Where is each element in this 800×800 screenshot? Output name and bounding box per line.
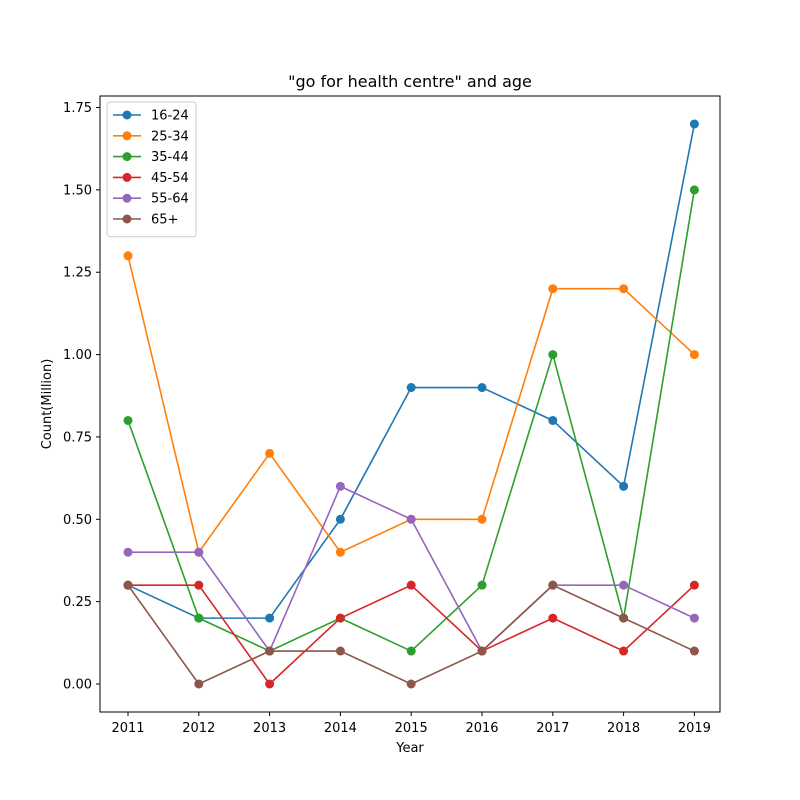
data-point	[335, 547, 345, 557]
data-point	[406, 383, 416, 393]
data-point	[689, 580, 699, 590]
legend-label: 55-64	[151, 192, 189, 207]
data-point	[689, 119, 699, 129]
data-point	[123, 580, 133, 590]
chart-title: "go for health centre" and age	[288, 72, 532, 91]
data-point	[406, 679, 416, 689]
y-tick-label: 1.75	[63, 101, 92, 116]
data-point	[406, 580, 416, 590]
legend-label: 16-24	[151, 109, 189, 124]
legend-label: 35-44	[151, 150, 189, 165]
data-point	[689, 646, 699, 656]
legend-entry: 55-64	[113, 192, 189, 207]
data-point	[265, 613, 275, 623]
y-tick-label: 0.50	[63, 513, 92, 528]
data-point	[689, 350, 699, 360]
x-tick-label: 2012	[182, 721, 215, 736]
data-point	[619, 613, 629, 623]
data-point	[265, 679, 275, 689]
data-point	[477, 580, 487, 590]
y-tick-label: 1.25	[63, 266, 92, 281]
data-point	[477, 514, 487, 524]
data-point	[194, 547, 204, 557]
data-point	[689, 613, 699, 623]
legend-marker	[122, 110, 132, 120]
data-point	[123, 251, 133, 261]
data-point	[548, 613, 558, 623]
data-point	[335, 514, 345, 524]
axes-layer: 2011 2012 2013 2014 2015 2016 2017 2018 2019 0.00…	[63, 95, 721, 736]
x-tick-label: 2011	[111, 721, 144, 736]
data-point	[335, 646, 345, 656]
x-tick-label: 2013	[253, 721, 286, 736]
y-tick-label: 1.00	[63, 348, 92, 363]
y-axis-title: Count(Million)	[40, 359, 55, 450]
legend-entry: 45-54	[113, 171, 189, 186]
x-tick-label: 2016	[465, 721, 498, 736]
legend-marker	[122, 214, 132, 224]
legend-entry: 65+	[113, 213, 178, 228]
y-tick-label: 0.00	[63, 678, 92, 693]
data-point	[619, 580, 629, 590]
legend-label: 25-34	[151, 129, 189, 144]
data-point	[265, 646, 275, 656]
data-point	[548, 350, 558, 360]
series-layer	[123, 119, 699, 689]
x-tick-label: 2015	[395, 721, 428, 736]
series-65+	[123, 580, 699, 689]
data-point	[548, 580, 558, 590]
plot-frame	[99, 95, 721, 713]
data-point	[619, 481, 629, 491]
data-point	[406, 514, 416, 524]
x-tick-label: 2017	[536, 721, 569, 736]
legend-marker	[122, 172, 132, 182]
x-axis-title: Year	[395, 741, 424, 756]
data-point	[123, 415, 133, 425]
x-tick-label: 2019	[678, 721, 711, 736]
data-point	[194, 679, 204, 689]
legend-entry: 25-34	[113, 129, 189, 144]
y-tick-label: 1.50	[63, 183, 92, 198]
data-point	[548, 284, 558, 294]
legend-label: 65+	[151, 213, 178, 228]
data-point	[265, 448, 275, 458]
x-tick-label: 2018	[607, 721, 640, 736]
legend: 16-24 25-34 35-44 45-54 55-64 65+	[106, 101, 197, 238]
y-tick-label: 0.75	[63, 430, 92, 445]
data-point	[477, 646, 487, 656]
legend-entry: 16-24	[113, 109, 189, 124]
x-tick-label: 2014	[324, 721, 357, 736]
data-point	[406, 646, 416, 656]
data-point	[194, 613, 204, 623]
plot-background	[100, 96, 720, 712]
legend-marker	[122, 131, 132, 141]
legend-entry: 35-44	[113, 150, 189, 165]
data-point	[548, 415, 558, 425]
data-point	[194, 580, 204, 590]
y-tick-label: 0.25	[63, 595, 92, 610]
data-point	[477, 383, 487, 393]
data-point	[123, 547, 133, 557]
data-point	[335, 613, 345, 623]
data-point	[335, 481, 345, 491]
legend-marker	[122, 152, 132, 162]
legend-label: 45-54	[151, 171, 189, 186]
plot-area	[100, 96, 720, 712]
data-point	[689, 185, 699, 195]
data-point	[619, 646, 629, 656]
data-point	[619, 284, 629, 294]
legend-marker	[122, 193, 132, 203]
